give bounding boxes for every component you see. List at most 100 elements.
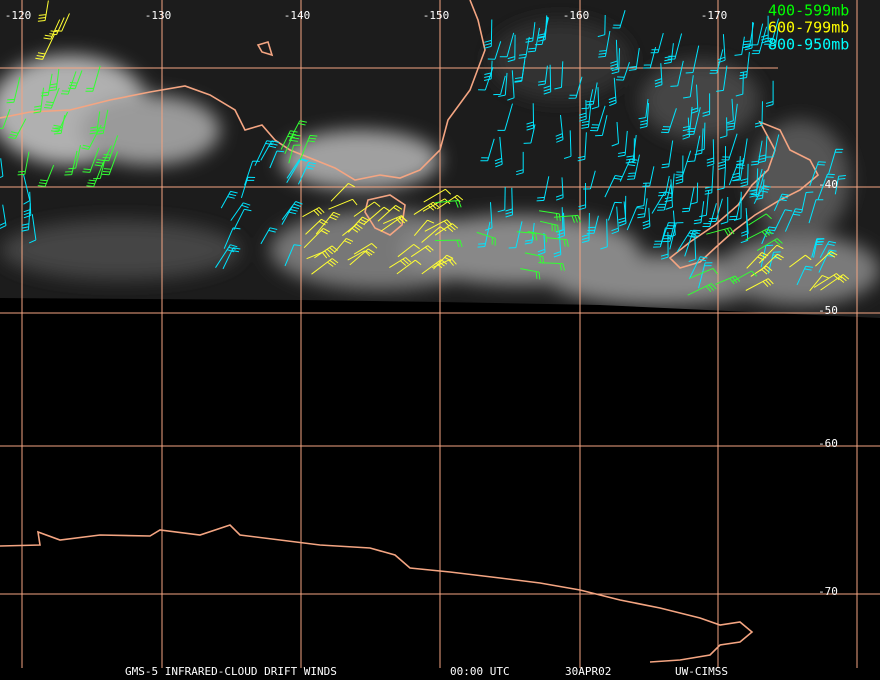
wind-barb: [753, 185, 771, 204]
wind-barb: [421, 226, 447, 243]
wind-barb: [667, 33, 683, 60]
wind-barb: [0, 158, 4, 179]
wind-barb: [534, 17, 549, 46]
longitude-label: -170: [701, 9, 728, 22]
wind-barb: [656, 183, 672, 211]
latitude-label: -40: [818, 178, 838, 191]
wind-barb: [260, 140, 280, 161]
longitude-label: -150: [423, 9, 450, 22]
wind-barb: [240, 176, 256, 199]
wind-barb: [740, 163, 749, 187]
wind-barb: [693, 201, 705, 225]
wind-barb: [520, 268, 541, 280]
wind-barb: [347, 216, 370, 233]
wind-barb: [616, 62, 630, 81]
wind-barb: [527, 231, 547, 243]
wind-barb: [49, 17, 65, 36]
wind-barb: [299, 134, 318, 161]
wind-barb: [732, 270, 758, 283]
wind-barb: [808, 199, 824, 224]
wind-barb: [663, 43, 674, 65]
wind-barb: [516, 231, 538, 241]
wind-barb: [583, 170, 596, 190]
wind-barb: [527, 27, 540, 53]
wind-barb: [719, 117, 728, 139]
wind-barb: [86, 162, 104, 187]
wind-barb: [681, 187, 695, 213]
wind-barb: [543, 64, 552, 95]
wind-barb: [669, 222, 684, 250]
wind-barb: [302, 207, 325, 218]
wind-barb: [516, 151, 524, 176]
wind-barb: [514, 60, 526, 83]
wind-barb: [604, 175, 623, 198]
wind-barb: [581, 103, 592, 129]
wind-barb: [507, 70, 515, 101]
wind-barb: [597, 14, 606, 38]
wind-barb: [784, 208, 803, 232]
wind-barb: [494, 136, 503, 168]
wind-barb: [68, 144, 81, 170]
wind-barb: [17, 151, 30, 176]
wind-barb: [654, 63, 663, 88]
wind-barb: [827, 148, 844, 175]
wind-barb: [675, 150, 692, 176]
wind-barb: [389, 257, 412, 269]
wind-barb: [215, 244, 238, 268]
wind-barb: [682, 106, 693, 132]
wind-barb: [745, 228, 773, 241]
wind-barb: [0, 204, 7, 229]
wind-barb: [377, 204, 403, 222]
wind-barb: [396, 259, 422, 275]
wind-barb: [741, 208, 749, 237]
wind-barb: [638, 98, 649, 120]
wind-barb: [670, 60, 684, 87]
wind-barb: [628, 48, 640, 71]
wind-barb: [286, 158, 309, 184]
wind-barb: [636, 182, 647, 208]
wind-barb: [33, 87, 44, 114]
wind-barb: [751, 26, 768, 55]
wind-barb: [93, 159, 106, 180]
wind-barb: [499, 32, 515, 58]
australia-coast: [0, 0, 486, 181]
wind-barb: [353, 242, 378, 255]
wind-barb: [508, 221, 523, 249]
wind-barb: [95, 109, 109, 135]
wind-barb: [661, 108, 677, 134]
wind-barb: [280, 130, 298, 150]
wind-barb: [598, 30, 611, 58]
wind-barb: [714, 275, 741, 285]
wind-barb: [49, 68, 60, 92]
wind-barb: [477, 221, 491, 248]
wind-barb: [733, 158, 745, 182]
wind-barb: [642, 207, 651, 230]
wind-barb: [94, 145, 112, 167]
wind-barb: [813, 238, 825, 258]
wind-barb: [498, 72, 508, 97]
wind-barb: [342, 223, 363, 236]
wind-barb: [81, 124, 102, 150]
wind-barb: [28, 214, 37, 244]
wind-barb: [85, 65, 101, 92]
latitude-label: -70: [818, 585, 838, 598]
wind-barb: [436, 194, 464, 210]
wind-barb: [702, 203, 717, 227]
wind-barb: [233, 208, 252, 231]
wind-barb: [750, 265, 773, 277]
wind-barb: [611, 121, 619, 147]
wind-barb: [480, 138, 495, 162]
wind-barb: [555, 114, 564, 143]
wind-barb: [768, 27, 779, 47]
wind-barb: [702, 93, 711, 117]
wind-barb: [749, 168, 759, 198]
wind-barb: [801, 191, 814, 213]
wind-barb: [834, 175, 846, 195]
coastlines: [0, 0, 820, 663]
wind-barb: [554, 61, 564, 90]
wind-barb: [687, 283, 717, 296]
wind-barb: [756, 238, 783, 252]
wind-barb: [553, 230, 562, 258]
wind-barb: [53, 115, 66, 135]
wind-barb: [43, 19, 61, 40]
